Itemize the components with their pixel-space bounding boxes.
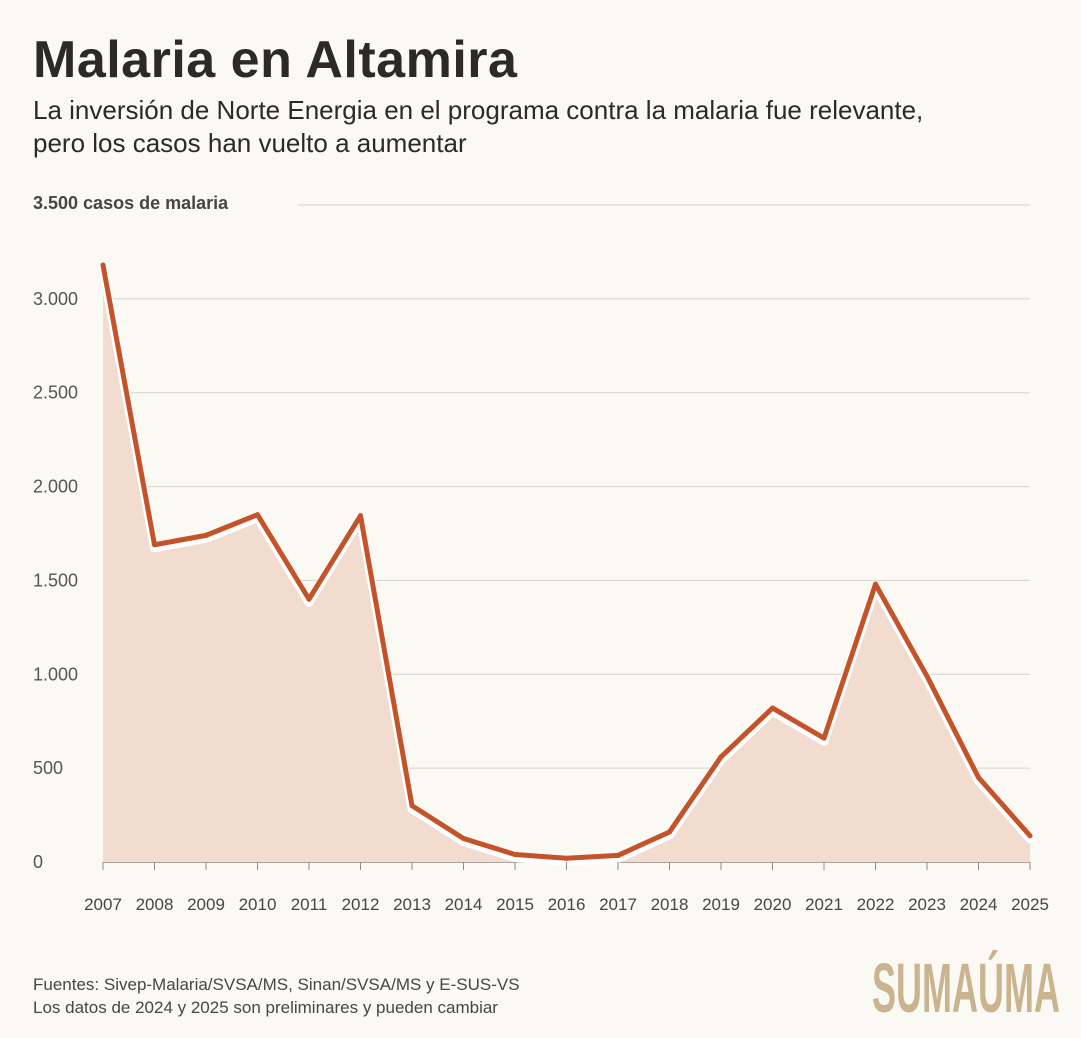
x-tick-label-2007: 2007 xyxy=(84,895,122,914)
x-tick-label-2016: 2016 xyxy=(548,895,586,914)
x-tick-label-2021: 2021 xyxy=(805,895,843,914)
x-tick-label-2008: 2008 xyxy=(136,895,174,914)
x-tick-label-2010: 2010 xyxy=(239,895,277,914)
data-point-2025 xyxy=(1027,833,1033,839)
data-point-2014 xyxy=(461,836,466,842)
x-tick-label-2009: 2009 xyxy=(187,895,225,914)
x-tick-label-2019: 2019 xyxy=(702,895,740,914)
data-point-2009 xyxy=(203,532,209,538)
data-point-2007 xyxy=(100,262,106,268)
data-point-2011 xyxy=(306,596,312,602)
x-tick-label-2013: 2013 xyxy=(393,895,431,914)
x-tick-label-2022: 2022 xyxy=(857,895,895,914)
sources-line-2: Los datos de 2024 y 2025 son preliminare… xyxy=(33,998,498,1017)
data-point-2016 xyxy=(564,855,569,861)
y-tick-label-1000: 1.000 xyxy=(33,664,78,684)
x-tick-label-2014: 2014 xyxy=(445,895,483,914)
data-point-2021 xyxy=(821,735,827,741)
sumauma-logo: SUMAÚMA xyxy=(872,950,1060,1016)
x-tick-label-2017: 2017 xyxy=(599,895,637,914)
line-layer xyxy=(98,262,1035,866)
series-area xyxy=(103,265,1030,862)
chart-subtitle: La inversión de Norte Energia en el prog… xyxy=(33,95,924,158)
data-point-2013 xyxy=(409,803,415,809)
y-tick-label-3000: 3.000 xyxy=(33,289,78,309)
sources-line-1: Fuentes: Sivep-Malaria/SVSA/MS, Sinan/SV… xyxy=(33,975,520,994)
logo-wordmark: SUMAÚMA xyxy=(872,950,1060,1016)
x-tick-label-2012: 2012 xyxy=(342,895,380,914)
data-point-2008 xyxy=(152,542,157,548)
y-tick-label-1500: 1.500 xyxy=(33,570,78,590)
x-tick-label-2020: 2020 xyxy=(754,895,792,914)
x-tick-label-2025: 2025 xyxy=(1011,895,1049,914)
data-point-2020 xyxy=(770,705,775,711)
y-tick-label-0: 0 xyxy=(33,852,43,872)
y-axis-top-label: 3.500 casos de malaria xyxy=(33,193,229,213)
data-point-2010 xyxy=(255,512,260,518)
y-axis-tick-labels: 0 500 1.000 1.500 2.000 2.500 3.000 xyxy=(33,289,78,872)
x-tick-label-2015: 2015 xyxy=(496,895,534,914)
area-layer xyxy=(103,265,1030,862)
data-point-2017 xyxy=(615,852,621,858)
x-tick-label-2011: 2011 xyxy=(291,895,328,914)
x-tick-label-2018: 2018 xyxy=(651,895,689,914)
y-tick-label-2500: 2.500 xyxy=(33,383,78,403)
y-tick-label-500: 500 xyxy=(33,758,63,778)
x-axis-tick-labels: 2007 2008 2009 2010 2011 2012 2013 2014 2015 2016… xyxy=(84,862,1049,914)
x-tick-label-2023: 2023 xyxy=(908,895,946,914)
data-point-2024 xyxy=(976,775,981,781)
sources-note: Fuentes: Sivep-Malaria/SVSA/MS, Sinan/SV… xyxy=(33,973,520,1019)
data-point-2022 xyxy=(873,581,878,587)
data-point-2019 xyxy=(718,754,724,760)
data-point-2023 xyxy=(924,673,930,679)
x-tick-label-2024: 2024 xyxy=(960,895,998,914)
data-point-2012 xyxy=(358,513,363,519)
data-point-2015 xyxy=(512,851,518,857)
chart-title: Malaria en Altamira xyxy=(33,31,518,89)
data-point-2018 xyxy=(667,829,672,835)
y-tick-label-2000: 2.000 xyxy=(33,477,78,497)
